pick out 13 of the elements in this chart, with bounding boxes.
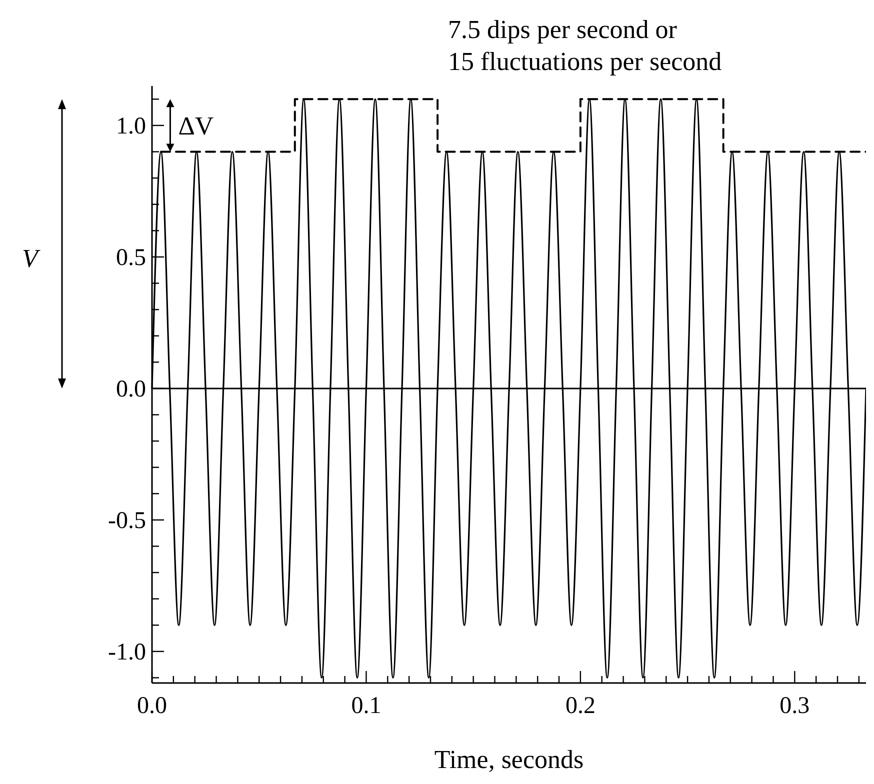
y-tick-label: 0.5 (116, 244, 146, 271)
text: 7.5 dips per second or 15 fluctuations per second (448, 15, 722, 76)
x-tick-label: 0.2 (565, 693, 596, 719)
annotation: ΔV (178, 111, 214, 140)
y-tick-label: 1.0 (116, 113, 146, 140)
y-axis-title: V (22, 244, 42, 273)
x-tick-label: 0.3 (780, 693, 810, 719)
y-tick-label: -0.5 (108, 508, 146, 534)
x-axis-title: Time, seconds (434, 745, 584, 774)
y-tick-label: 0.0 (116, 376, 146, 402)
x-tick-label: 0.1 (351, 693, 382, 719)
y-tick-label: -1.0 (108, 639, 146, 666)
x-tick-label: 0.0 (137, 693, 167, 719)
